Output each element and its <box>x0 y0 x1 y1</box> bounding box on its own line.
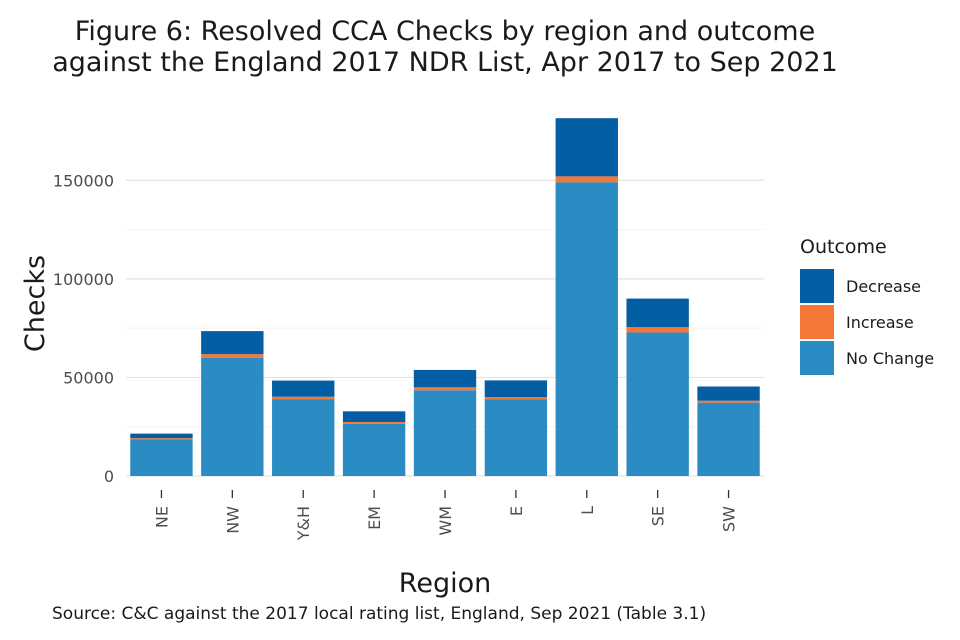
chart-title-line-1: Figure 6: Resolved CCA Checks by region … <box>74 16 816 47</box>
bar-no-change <box>130 439 193 476</box>
bar-decrease <box>130 433 193 439</box>
x-tick-label: Y&H <box>294 506 313 541</box>
legend-label-decrease: Decrease <box>846 276 922 296</box>
bar-increase <box>626 327 689 333</box>
bar-no-change <box>201 357 264 476</box>
chart-title: Figure 6: Resolved CCA Checks by region … <box>0 16 890 78</box>
bar-decrease <box>697 386 760 401</box>
legend: Outcome Decrease Increase No Change <box>800 236 934 376</box>
x-tick-label: NW <box>223 506 242 534</box>
bar-increase <box>697 400 760 403</box>
legend-label-increase: Increase <box>846 312 914 332</box>
bar-decrease <box>413 369 477 388</box>
legend-item-decrease: Decrease <box>800 268 934 304</box>
bar-decrease <box>342 411 406 422</box>
x-axis-title: Region <box>399 568 491 599</box>
y-tick-label: 150000 <box>53 171 114 190</box>
bar-increase <box>413 387 477 391</box>
y-tick-label: 100000 <box>53 270 114 289</box>
bar-no-change <box>697 402 760 476</box>
legend-swatch-increase <box>800 305 834 339</box>
x-tick-label: L <box>578 506 597 515</box>
bar-decrease <box>272 380 335 397</box>
y-tick-label: 50000 <box>63 368 114 387</box>
bar-decrease <box>555 118 618 177</box>
chart-title-line-2: against the England 2017 NDR List, Apr 2… <box>52 47 838 78</box>
bar-no-change <box>413 390 477 476</box>
bar-increase <box>272 396 335 400</box>
bar-no-change <box>626 332 689 476</box>
bar-increase <box>130 438 193 440</box>
bar-no-change <box>484 399 548 476</box>
y-axis-title: Checks <box>20 255 51 352</box>
legend-swatch-no-change <box>800 341 834 375</box>
x-tick-label: EM <box>365 506 384 530</box>
source-caption: Source: C&C against the 2017 local ratin… <box>52 604 707 624</box>
x-tick-label: SW <box>720 506 739 532</box>
legend-label-no-change: No Change <box>846 348 935 368</box>
bar-decrease <box>626 298 689 328</box>
bar-no-change <box>342 423 406 476</box>
x-tick-label: NE <box>152 506 171 528</box>
x-tick-label: E <box>507 506 526 516</box>
y-tick-label: 0 <box>104 467 114 486</box>
bar-no-change <box>555 182 618 476</box>
bar-increase <box>201 354 264 358</box>
legend-item-no-change: No Change <box>800 340 934 376</box>
x-tick-label: WM <box>436 506 455 536</box>
x-tick-label: SE <box>649 506 668 526</box>
legend-item-increase: Increase <box>800 304 934 340</box>
bar-decrease <box>484 380 548 398</box>
bar-decrease <box>201 331 264 355</box>
legend-swatch-decrease <box>800 269 834 303</box>
bar-increase <box>342 421 406 424</box>
legend-title: Outcome <box>800 236 887 258</box>
bar-increase <box>555 176 618 183</box>
bar-increase <box>484 397 548 400</box>
bar-no-change <box>272 399 335 476</box>
